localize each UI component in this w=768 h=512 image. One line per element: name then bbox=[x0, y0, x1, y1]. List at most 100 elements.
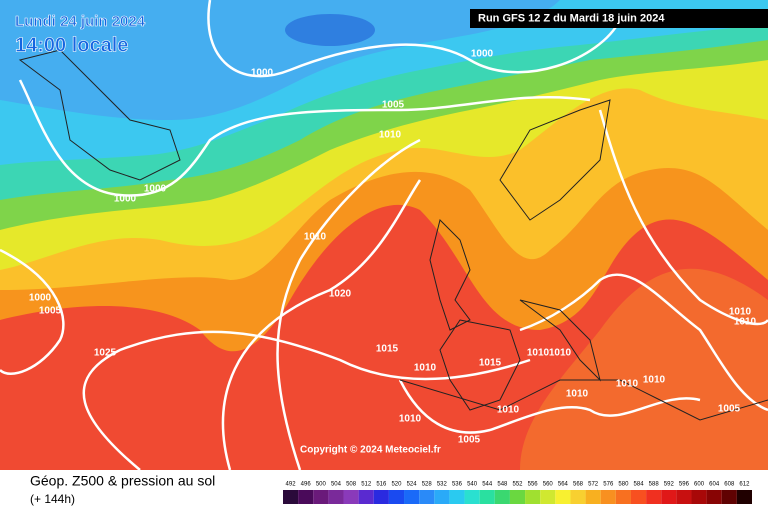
colorbar-label: 584 bbox=[634, 482, 645, 488]
footer-lead: (+ 144h) bbox=[30, 492, 75, 506]
isobar-label: 1000 bbox=[251, 68, 274, 79]
colorbar-label: 496 bbox=[301, 482, 312, 488]
colorbar-swatch bbox=[600, 490, 616, 504]
colorbar-label: 604 bbox=[709, 482, 720, 488]
colorbar-swatch bbox=[706, 490, 722, 504]
colorbar-label: 512 bbox=[361, 482, 372, 488]
colorbar-swatch bbox=[615, 490, 631, 504]
isobar-label: 1015 bbox=[376, 344, 399, 355]
colorbar-label: 576 bbox=[603, 482, 614, 488]
isobar-label: 1000 bbox=[144, 184, 167, 195]
colorbar-swatch bbox=[373, 490, 389, 504]
field-blue bbox=[0, 0, 560, 120]
colorbar-label: 588 bbox=[649, 482, 660, 488]
colorbar-swatch bbox=[449, 490, 465, 504]
colorbar-label: 552 bbox=[512, 482, 523, 488]
isobar-label: 1010 bbox=[414, 363, 437, 374]
colorbar-swatch bbox=[298, 490, 314, 504]
isobar-label: 1010 bbox=[527, 348, 550, 359]
colorbar-swatch bbox=[630, 490, 647, 504]
colorbar-label: 596 bbox=[679, 482, 690, 488]
colorbar-swatch bbox=[585, 490, 601, 504]
colorbar-swatch bbox=[419, 490, 435, 504]
colorbar-label: 544 bbox=[482, 482, 493, 488]
isobar-label: 1010 bbox=[729, 307, 752, 318]
colorbar-swatch bbox=[661, 490, 677, 504]
isobar-label: 1000 bbox=[114, 194, 137, 205]
isobar-label: 1020 bbox=[329, 289, 352, 300]
run-label: Run GFS 12 Z du Mardi 18 juin 2024 bbox=[478, 12, 665, 24]
colorbar-label: 504 bbox=[331, 482, 342, 488]
colorbar-swatch bbox=[736, 490, 752, 504]
colorbar-swatch bbox=[525, 490, 541, 504]
isobar-lines bbox=[0, 0, 768, 471]
isobar-label: 1010 bbox=[549, 348, 572, 359]
isobar-label: 1010 bbox=[566, 389, 589, 400]
colorbar-swatch bbox=[464, 490, 480, 504]
colorbar-label: 580 bbox=[618, 482, 629, 488]
isobar-label: 1010 bbox=[734, 317, 757, 328]
colorbar-label: 572 bbox=[588, 482, 599, 488]
isobar-label: 1005 bbox=[382, 100, 405, 111]
colorbar-label: 568 bbox=[573, 482, 584, 488]
date-label: Lundi 24 juin 2024 bbox=[15, 13, 146, 30]
colorbar-label: 536 bbox=[452, 482, 463, 488]
colorbar-swatch bbox=[540, 490, 556, 504]
time-label: 14:00 locale bbox=[15, 34, 128, 56]
colorbar-label: 548 bbox=[497, 482, 508, 488]
isobar-label: 1000 bbox=[29, 293, 52, 304]
isobar-label: 1010 bbox=[643, 375, 666, 386]
colorbar-swatch bbox=[721, 490, 737, 504]
isobar-label: 1000 bbox=[471, 49, 494, 60]
isobar-label: 1005 bbox=[458, 435, 481, 446]
colorbar-swatch bbox=[283, 490, 299, 504]
colorbar-label: 608 bbox=[724, 482, 735, 488]
colorbar-label: 560 bbox=[543, 482, 554, 488]
isobar-label: 1010 bbox=[379, 130, 402, 141]
colorbar-label: 592 bbox=[664, 482, 675, 488]
colorbar-swatch bbox=[646, 490, 662, 504]
colorbar-swatch bbox=[388, 490, 405, 504]
colorbar-swatch bbox=[434, 490, 450, 504]
colorbar-swatch bbox=[676, 490, 692, 504]
colorbar-label: 528 bbox=[422, 482, 433, 488]
colorbar-swatch bbox=[313, 490, 329, 504]
colorbar-label: 612 bbox=[739, 482, 750, 488]
colorbar-label: 516 bbox=[376, 482, 387, 488]
colorbar-label: 524 bbox=[407, 482, 418, 488]
colorbar-label: 508 bbox=[346, 482, 357, 488]
isobar-label: 1010 bbox=[399, 414, 422, 425]
isobar-label: 1010 bbox=[616, 379, 639, 390]
isobar-label: 1010 bbox=[497, 405, 520, 416]
colorbar-swatch bbox=[404, 490, 420, 504]
colorbar-swatch bbox=[494, 490, 510, 504]
colorbar-label: 564 bbox=[558, 482, 569, 488]
isobar-label: 1025 bbox=[94, 348, 117, 359]
isobar-label: 1015 bbox=[479, 358, 502, 369]
colorbar-label: 520 bbox=[391, 482, 402, 488]
field-orange bbox=[0, 0, 768, 470]
isobar-label: 1005 bbox=[39, 306, 62, 317]
colorbar-label: 540 bbox=[467, 482, 478, 488]
colorbar-swatch bbox=[691, 490, 707, 504]
colorbar-swatch bbox=[328, 490, 344, 504]
colorbar-swatch bbox=[358, 490, 374, 504]
field-low bbox=[285, 14, 375, 46]
colorbar-swatch bbox=[555, 490, 571, 504]
coastlines bbox=[18, 49, 768, 421]
colorbar-swatch bbox=[570, 490, 586, 504]
colorbar-swatch bbox=[343, 490, 359, 504]
colorbar-label: 600 bbox=[694, 482, 705, 488]
colorbar-label: 500 bbox=[316, 482, 327, 488]
colorbar-swatch bbox=[509, 490, 526, 504]
colorbar-swatch bbox=[479, 490, 495, 504]
footer-title: Géop. Z500 & pression au sol bbox=[30, 473, 215, 489]
colorbar-label: 556 bbox=[528, 482, 539, 488]
copyright: Copyright © 2024 Meteociel.fr bbox=[300, 445, 441, 456]
run-box bbox=[470, 9, 768, 28]
isobar-label: 1005 bbox=[718, 404, 741, 415]
isobar-label: 1010 bbox=[304, 232, 327, 243]
colorbar-label: 492 bbox=[286, 482, 297, 488]
colorbar-label: 532 bbox=[437, 482, 448, 488]
